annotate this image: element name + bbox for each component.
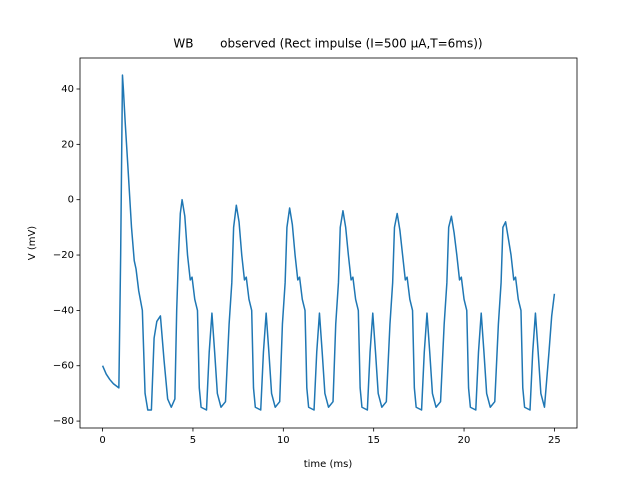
y-tick-label: −80: [53, 416, 74, 427]
plot-frame: [79, 57, 578, 429]
y-tick-label: −20: [53, 250, 74, 261]
chart-title: WB observed (Rect impulse (I=500 µA,T=6m…: [173, 37, 482, 51]
y-tick-label: 20: [61, 139, 74, 150]
x-tick-label: 20: [458, 435, 471, 446]
y-tick-label: 40: [61, 84, 74, 95]
x-axis-label: time (ms): [304, 459, 353, 470]
x-tick-label: 10: [277, 435, 290, 446]
x-tick-label: 25: [548, 435, 561, 446]
y-tick-label: −60: [53, 361, 74, 372]
x-tick-label: 0: [99, 435, 105, 446]
x-tick-label: 15: [367, 435, 380, 446]
data-line: [101, 74, 556, 411]
y-axis-label: V (mV): [27, 226, 38, 261]
x-tick-label: 5: [190, 435, 196, 446]
y-tick-label: −40: [53, 305, 74, 316]
y-tick-label: 0: [68, 195, 74, 206]
